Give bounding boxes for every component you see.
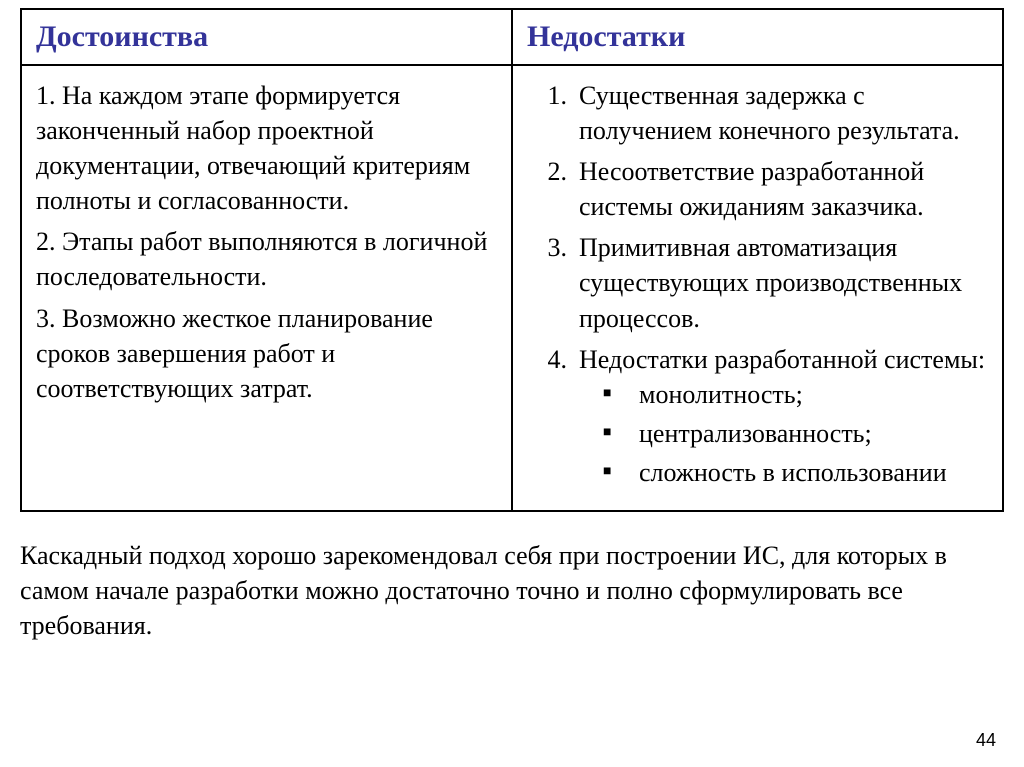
page-number: 44 bbox=[976, 730, 996, 751]
disadvantage-item: Примитивная автоматизация существующих п… bbox=[579, 230, 988, 335]
comparison-table: Достоинства Недостатки 1. На каждом этап… bbox=[20, 8, 1004, 512]
advantage-item: 2. Этапы работ выполняются в логичной по… bbox=[36, 224, 497, 294]
advantage-item: 3. Возможно жесткое планирование сроков … bbox=[36, 301, 497, 406]
advantages-cell: 1. На каждом этапе формируется законченн… bbox=[21, 65, 512, 511]
disadvantages-cell: Существенная задержка с получением конеч… bbox=[512, 65, 1003, 511]
advantage-item: 1. На каждом этапе формируется законченн… bbox=[36, 78, 497, 218]
table-row: 1. На каждом этапе формируется законченн… bbox=[21, 65, 1003, 511]
disadvantage-item: Существенная задержка с получением конеч… bbox=[579, 78, 988, 148]
disadvantage-item-label: Недостатки разработанной системы: bbox=[579, 345, 985, 374]
footer-paragraph: Каскадный подход хорошо зарекомендовал с… bbox=[20, 538, 1004, 643]
header-disadvantages: Недостатки bbox=[512, 9, 1003, 65]
disadvantage-item: Недостатки разработанной системы: моноли… bbox=[579, 342, 988, 490]
header-advantages: Достоинства bbox=[21, 9, 512, 65]
disadvantage-subitem: сложность в использовании bbox=[639, 455, 988, 490]
disadvantage-subitem: централизованность; bbox=[639, 416, 988, 451]
disadvantage-item: Несоответствие разработанной системы ожи… bbox=[579, 154, 988, 224]
disadvantage-subitem: монолитность; bbox=[639, 377, 988, 412]
